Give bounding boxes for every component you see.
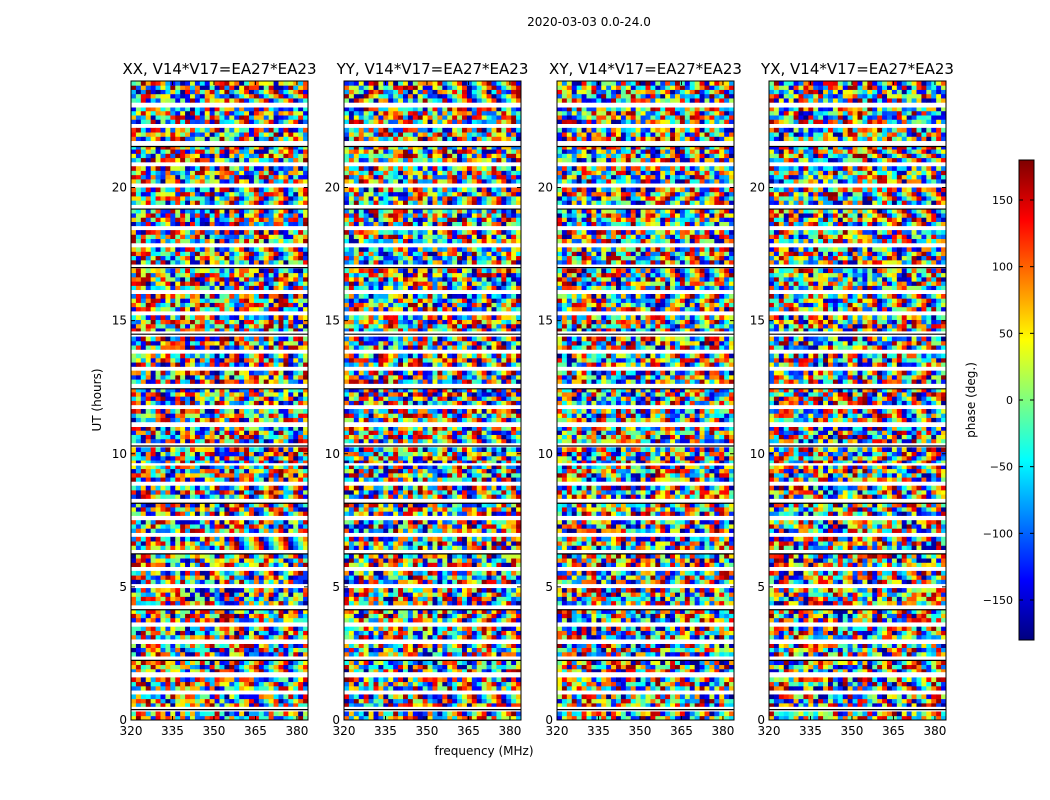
colorbar-tick-label: −150 <box>983 594 1013 607</box>
colorbar-tick-label: −50 <box>990 461 1013 474</box>
y-tick-label: 5 <box>545 580 553 594</box>
y-tick-label: 0 <box>545 713 553 727</box>
panel-title: YX, V14*V17=EA27*EA23 <box>760 60 954 78</box>
panels: XX, V14*V17=EA27*EA23 320 335 350 365 380 0 5 10… <box>112 60 954 738</box>
x-tick-label: 335 <box>374 724 397 738</box>
colorbar-ticks: 150 100 50 0 −50 −100 −150 <box>983 194 1034 607</box>
y-tick-label: 20 <box>325 181 340 195</box>
y-tick-label: 10 <box>325 447 340 461</box>
y-tick-label: 5 <box>757 580 765 594</box>
x-axis-label: frequency (MHz) <box>434 744 533 758</box>
figure-title: 2020-03-03 0.0-24.0 <box>527 15 651 29</box>
panel-xx: XX, V14*V17=EA27*EA23 320 335 350 365 380 0 5 10… <box>112 60 317 738</box>
panel-title: XY, V14*V17=EA27*EA23 <box>549 60 742 78</box>
colorbar-tick-label: −100 <box>983 527 1013 540</box>
phase-image <box>769 81 946 720</box>
x-tick-label: 350 <box>416 724 439 738</box>
y-tick-label: 5 <box>332 580 340 594</box>
x-tick-label: 335 <box>799 724 822 738</box>
y-tick-label: 0 <box>332 713 340 727</box>
phase-image <box>344 81 521 720</box>
y-tick-label: 20 <box>112 181 127 195</box>
x-tick-label: 380 <box>498 724 521 738</box>
panel-frame <box>130 80 309 721</box>
panel-title: XX, V14*V17=EA27*EA23 <box>122 60 316 78</box>
panel-frame <box>768 80 947 721</box>
colorbar-tick-label: 0 <box>1006 394 1013 407</box>
y-tick-label: 10 <box>538 447 553 461</box>
x-tick-label: 380 <box>923 724 946 738</box>
colorbar-tick-label: 50 <box>999 327 1013 340</box>
panel-title: YY, V14*V17=EA27*EA23 <box>336 60 529 78</box>
y-tick-label: 15 <box>750 314 765 328</box>
x-tick-label: 320 <box>546 724 569 738</box>
x-tick-label: 320 <box>758 724 781 738</box>
panel-xy: XY, V14*V17=EA27*EA23 320 335 350 365 380 0 5 10… <box>538 60 742 738</box>
y-tick-label: 15 <box>538 314 553 328</box>
panel-yx: YX, V14*V17=EA27*EA23 320 335 350 365 380 0 5 10… <box>750 60 954 738</box>
y-tick-label: 0 <box>757 713 765 727</box>
panel-frame <box>343 80 522 721</box>
panel-yy: YY, V14*V17=EA27*EA23 320 335 350 365 380 0 5 10… <box>325 60 529 738</box>
x-tick-label: 320 <box>120 724 143 738</box>
x-tick-label: 350 <box>629 724 652 738</box>
phase-image <box>557 81 734 720</box>
colorbar-tick-label: 100 <box>992 261 1013 274</box>
y-tick-label: 20 <box>538 181 553 195</box>
y-tick-label: 15 <box>112 314 127 328</box>
y-axis-label: UT (hours) <box>90 368 104 431</box>
x-tick-label: 350 <box>203 724 226 738</box>
x-tick-label: 320 <box>333 724 356 738</box>
x-tick-label: 365 <box>457 724 480 738</box>
x-tick-label: 365 <box>244 724 267 738</box>
y-tick-label: 5 <box>119 580 127 594</box>
x-tick-label: 365 <box>670 724 693 738</box>
phase-image <box>131 81 308 720</box>
colorbar: 150 100 50 0 −50 −100 −150 phase (deg.) <box>964 159 1035 641</box>
x-tick-label: 335 <box>161 724 184 738</box>
colorbar-tick-label: 150 <box>992 194 1013 207</box>
colorbar-label: phase (deg.) <box>964 362 978 438</box>
x-tick-label: 350 <box>841 724 864 738</box>
y-tick-label: 0 <box>119 713 127 727</box>
x-tick-label: 380 <box>711 724 734 738</box>
x-tick-label: 365 <box>882 724 905 738</box>
y-tick-label: 10 <box>750 447 765 461</box>
x-tick-label: 380 <box>285 724 308 738</box>
y-tick-label: 20 <box>750 181 765 195</box>
y-tick-label: 15 <box>325 314 340 328</box>
x-tick-label: 335 <box>587 724 610 738</box>
panel-frame <box>556 80 735 721</box>
y-tick-label: 10 <box>112 447 127 461</box>
